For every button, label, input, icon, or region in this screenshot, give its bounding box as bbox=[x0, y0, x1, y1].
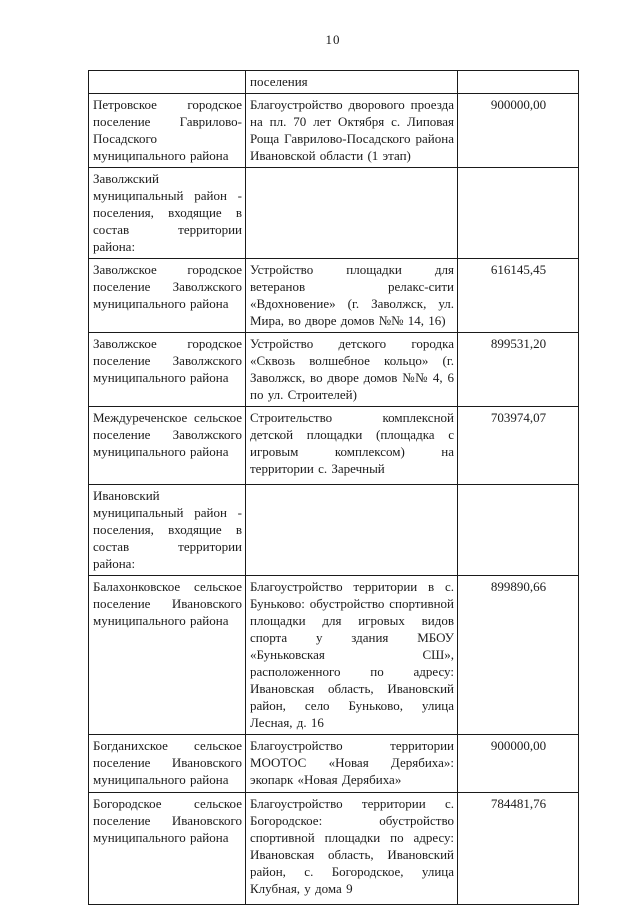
project-cell: поселения bbox=[245, 70, 458, 94]
table-row: Заволжское городское поселение Заволжско… bbox=[88, 258, 579, 333]
amount-cell bbox=[457, 167, 579, 259]
table-row: Междуреченское сельское поселение Заволж… bbox=[88, 406, 579, 485]
project-cell bbox=[245, 484, 458, 576]
table-row: поселения bbox=[88, 70, 579, 94]
table-row: Богородское сельское поселение Ивановско… bbox=[88, 792, 579, 905]
project-cell: Строительство комплексной детской площад… bbox=[245, 406, 458, 485]
page-number: 10 bbox=[325, 32, 341, 47]
amount-cell: 899531,20 bbox=[457, 332, 579, 407]
municipality-cell: Ивановский муниципальный район - поселен… bbox=[88, 484, 246, 576]
table-row: Заволжское городское поселение Заволжско… bbox=[88, 332, 579, 407]
amount-cell bbox=[457, 70, 579, 94]
project-cell: Благоустройство территории в с. Буньково… bbox=[245, 575, 458, 735]
amount-cell: 900000,00 bbox=[457, 93, 579, 168]
municipality-cell: Богданихское сельское поселение Ивановск… bbox=[88, 734, 246, 793]
subsidy-table: поселения Петровское городское поселение… bbox=[88, 70, 579, 905]
amount-cell: 899890,66 bbox=[457, 575, 579, 735]
table-row: Балахонковское сельское поселение Иванов… bbox=[88, 575, 579, 735]
table-row: Ивановский муниципальный район - поселен… bbox=[88, 484, 579, 576]
project-cell: Благоустройство дворового проезда на пл.… bbox=[245, 93, 458, 168]
municipality-cell bbox=[88, 70, 246, 94]
municipality-cell: Богородское сельское поселение Ивановско… bbox=[88, 792, 246, 905]
municipality-cell: Междуреченское сельское поселение Заволж… bbox=[88, 406, 246, 485]
project-cell bbox=[245, 167, 458, 259]
table-row: Заволжский муниципальный район - поселен… bbox=[88, 167, 579, 259]
municipality-cell: Заволжский муниципальный район - поселен… bbox=[88, 167, 246, 259]
amount-cell: 784481,76 bbox=[457, 792, 579, 905]
amount-cell: 616145,45 bbox=[457, 258, 579, 333]
amount-cell bbox=[457, 484, 579, 576]
table-row: Богданихское сельское поселение Ивановск… bbox=[88, 734, 579, 793]
project-cell: Устройство площадки для ветеранов релакс… bbox=[245, 258, 458, 333]
municipality-cell: Петровское городское поселение Гаврилово… bbox=[88, 93, 246, 168]
project-cell: Устройство детского городка «Сквозь волш… bbox=[245, 332, 458, 407]
project-cell: Благоустройство территории МООТОС «Новая… bbox=[245, 734, 458, 793]
amount-cell: 900000,00 bbox=[457, 734, 579, 793]
municipality-cell: Заволжское городское поселение Заволжско… bbox=[88, 258, 246, 333]
project-cell: Благоустройство территории с. Богородско… bbox=[245, 792, 458, 905]
municipality-cell: Заволжское городское поселение Заволжско… bbox=[88, 332, 246, 407]
municipality-cell: Балахонковское сельское поселение Иванов… bbox=[88, 575, 246, 735]
table-row: Петровское городское поселение Гаврилово… bbox=[88, 93, 579, 168]
amount-cell: 703974,07 bbox=[457, 406, 579, 485]
